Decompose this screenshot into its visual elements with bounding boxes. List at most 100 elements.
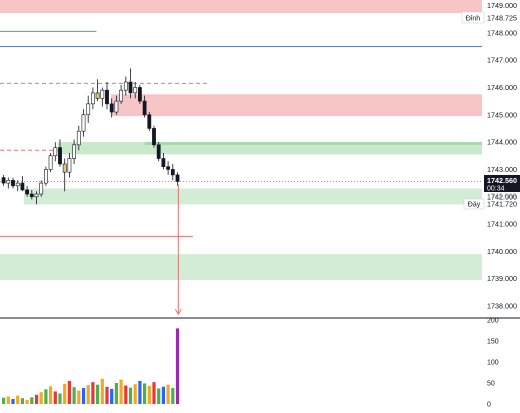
- price-tick-label: 1739.000: [487, 274, 517, 283]
- volume-bar: [44, 389, 48, 404]
- current-price-tag: 1742.560 00:34: [484, 175, 520, 193]
- candle: [15, 180, 20, 192]
- volume-bar: [100, 378, 104, 404]
- candle-body: [119, 89, 124, 102]
- candle-body: [62, 163, 67, 173]
- volume-tick-label: 100: [487, 360, 499, 367]
- candle: [25, 185, 30, 197]
- hidden-price-label: 1742.006: [487, 194, 516, 201]
- candle: [128, 68, 133, 99]
- candle-body: [114, 100, 119, 113]
- candle-body: [91, 92, 95, 105]
- candle: [86, 95, 91, 123]
- candle: [133, 81, 138, 99]
- price-tick-label: 1745.000: [487, 110, 517, 119]
- projection-arrow: [174, 184, 182, 316]
- candle: [1, 174, 6, 186]
- volume-bar: [58, 393, 62, 404]
- bottom-marker-tag: Đáy: [468, 202, 481, 209]
- candle: [119, 84, 124, 104]
- volume-bar: [143, 383, 147, 404]
- candle: [58, 139, 62, 167]
- volume-bar: [11, 398, 15, 404]
- volume-bar: [72, 387, 76, 404]
- volume-bar: [133, 384, 137, 404]
- volume-bar: [34, 394, 39, 404]
- candle-body: [39, 182, 44, 195]
- candle-body: [133, 87, 138, 94]
- price-tick-label: 1742.000: [487, 192, 517, 201]
- candle-body: [138, 87, 142, 102]
- volume-bar: [105, 386, 109, 404]
- candle-body: [142, 100, 147, 116]
- candle: [43, 166, 48, 186]
- volume-bar: [20, 398, 24, 404]
- arrow-head: [174, 309, 182, 316]
- candle-body: [15, 182, 20, 187]
- candle-body: [95, 92, 100, 99]
- zone-3: [144, 142, 482, 145]
- candle-body: [76, 130, 81, 146]
- volume-bar: [91, 382, 95, 404]
- candle: [72, 139, 77, 164]
- volume-bar: [16, 395, 20, 404]
- candle-body: [123, 81, 128, 91]
- price-tick-label: 1744.000: [487, 138, 517, 147]
- candle: [152, 125, 156, 148]
- current-price-countdown: 00:34: [487, 186, 505, 193]
- price-tick-label: 1746.000: [487, 83, 517, 92]
- zone-4: [24, 188, 482, 205]
- volume-bar: [63, 383, 67, 404]
- volume-bar: [53, 391, 57, 404]
- volume-bar: [175, 328, 180, 404]
- candle: [53, 142, 58, 162]
- volume-bar: [114, 383, 118, 404]
- volume-bar: [166, 384, 170, 404]
- candle: [166, 161, 171, 175]
- candle: [95, 79, 100, 102]
- candle-body: [128, 81, 133, 94]
- candle-body: [175, 174, 180, 182]
- candle: [62, 158, 67, 192]
- volume-bar: [128, 387, 133, 404]
- volume-bar: [152, 382, 156, 404]
- bottom-marker-label: Đáy 1741.720: [463, 198, 517, 210]
- zone-2: [57, 142, 483, 155]
- candle-body: [109, 103, 114, 113]
- volume-bar: [157, 388, 161, 404]
- candle: [105, 81, 109, 110]
- volume-layer: [2, 328, 180, 404]
- volume-bar: [110, 388, 114, 404]
- candle-body: [86, 103, 91, 116]
- candle: [175, 172, 180, 186]
- price-tick-label: 1747.000: [487, 56, 517, 65]
- candle-body: [170, 169, 175, 176]
- candle: [39, 180, 44, 197]
- price-tick-label: 1740.000: [487, 247, 517, 256]
- volume-bar: [119, 379, 123, 404]
- volume-bar: [138, 380, 142, 404]
- volume-bar: [49, 386, 53, 404]
- candle-body: [105, 89, 109, 105]
- volume-bar: [39, 392, 43, 404]
- candle-body: [100, 89, 105, 99]
- candle-body: [48, 155, 53, 170]
- candle: [81, 109, 86, 137]
- volume-bar: [67, 380, 71, 404]
- volume-bar: [77, 390, 81, 404]
- candle: [67, 153, 72, 178]
- candle-body: [25, 189, 30, 195]
- lines-layer: [0, 30, 482, 237]
- volume-tick-label: 200: [487, 318, 499, 325]
- price-tick-label: 1743.000: [487, 165, 517, 174]
- bottom-marker-value: 1741.720: [487, 200, 517, 209]
- candle-body: [156, 144, 161, 159]
- candle-body: [34, 193, 39, 198]
- candle-body: [166, 166, 171, 170]
- candle: [100, 87, 105, 107]
- candle: [170, 163, 175, 181]
- volume-bar: [6, 396, 10, 404]
- candle-body: [43, 169, 48, 184]
